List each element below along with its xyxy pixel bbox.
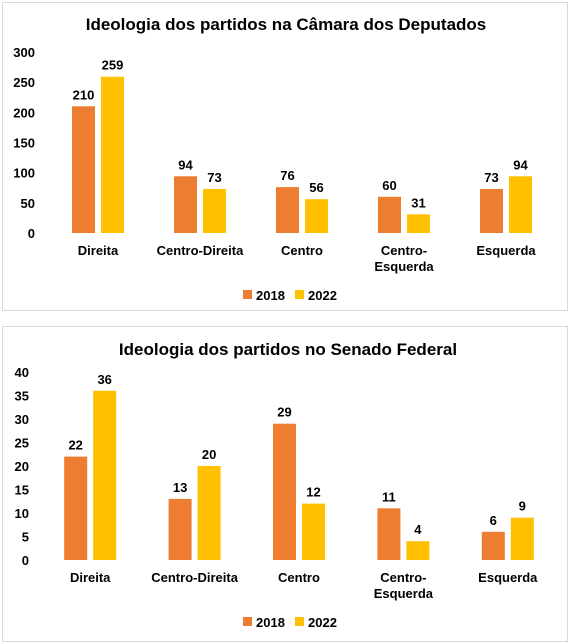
y-tick-label: 100 — [13, 166, 35, 181]
y-tick-label: 0 — [28, 226, 35, 241]
legend-label: 2018 — [256, 615, 285, 630]
legend-swatch-2018 — [243, 290, 252, 299]
data-label: 76 — [280, 168, 294, 183]
chart-camara: Ideologia dos partidos na Câmara dos Dep… — [2, 2, 568, 311]
data-label: 60 — [382, 178, 396, 193]
bar-2018 — [480, 188, 503, 233]
y-tick-label: 30 — [15, 412, 29, 427]
category-label: Centro — [281, 243, 323, 258]
bar-2018 — [276, 187, 299, 233]
legend-swatch-2022 — [295, 617, 304, 626]
legend-label: 2022 — [308, 288, 337, 303]
bar-2022 — [197, 466, 221, 560]
category-label: Centro-Direita — [157, 243, 244, 258]
bar-2018 — [168, 498, 192, 560]
data-label: 31 — [411, 195, 425, 210]
y-tick-label: 0 — [22, 553, 29, 568]
data-label: 20 — [202, 447, 216, 462]
y-tick-label: 35 — [15, 389, 29, 404]
category-label: Direita — [70, 570, 111, 585]
bar-2018 — [273, 423, 296, 560]
y-tick-label: 250 — [13, 75, 35, 90]
bar-2018 — [64, 456, 88, 560]
chart-camara-svg: Ideologia dos partidos na Câmara dos Dep… — [13, 15, 536, 303]
y-tick-label: 300 — [13, 45, 35, 60]
bar-2022 — [305, 199, 328, 233]
data-label: 13 — [173, 480, 187, 495]
y-tick-label: 15 — [15, 483, 29, 498]
y-tick-label: 50 — [21, 196, 35, 211]
y-tick-label: 40 — [15, 365, 29, 380]
data-label: 94 — [178, 157, 193, 172]
bar-2022 — [203, 188, 226, 233]
legend-label: 2018 — [256, 288, 285, 303]
category-label: Esquerda — [478, 570, 538, 585]
data-label: 6 — [490, 513, 497, 528]
category-label: Centro — [278, 570, 320, 585]
chart-title: Ideologia dos partidos na Câmara dos Dep… — [86, 15, 487, 34]
bar-2022 — [510, 517, 534, 560]
legend-label: 2022 — [308, 615, 337, 630]
chart-senado-svg: Ideologia dos partidos no Senado Federal… — [15, 340, 539, 630]
bar-2018 — [377, 508, 401, 560]
data-label: 36 — [97, 372, 111, 387]
bar-2018 — [174, 176, 197, 233]
bar-2022 — [509, 176, 532, 233]
y-tick-label: 10 — [15, 506, 29, 521]
bar-2022 — [101, 76, 124, 233]
legend-swatch-2022 — [295, 290, 304, 299]
category-label: Direita — [78, 243, 119, 258]
data-label: 9 — [519, 499, 526, 514]
category-label: Esquerda — [374, 586, 434, 601]
data-label: 29 — [277, 405, 291, 420]
data-label: 210 — [73, 87, 95, 102]
y-tick-label: 5 — [22, 530, 29, 545]
bar-2022 — [406, 541, 430, 560]
legend-swatch-2018 — [243, 617, 252, 626]
data-label: 11 — [382, 489, 396, 504]
data-label: 4 — [414, 522, 422, 537]
data-label: 12 — [306, 485, 320, 500]
category-label: Esquerda — [476, 243, 536, 258]
y-tick-label: 200 — [13, 105, 35, 120]
category-label: Centro- — [381, 243, 427, 258]
y-tick-label: 150 — [13, 136, 35, 151]
data-label: 73 — [207, 170, 221, 185]
bar-2018 — [481, 531, 505, 560]
data-label: 94 — [513, 157, 528, 172]
y-tick-label: 20 — [15, 459, 29, 474]
y-tick-label: 25 — [15, 436, 29, 451]
category-label: Centro-Direita — [151, 570, 238, 585]
chart-senado: Ideologia dos partidos no Senado Federal… — [2, 326, 568, 642]
category-label: Centro- — [380, 570, 426, 585]
bar-2018 — [72, 106, 95, 233]
data-label: 56 — [309, 180, 323, 195]
bar-2022 — [302, 503, 325, 560]
data-label: 73 — [484, 170, 498, 185]
category-label: Esquerda — [374, 259, 434, 274]
bar-2022 — [407, 214, 430, 233]
chart-title: Ideologia dos partidos no Senado Federal — [119, 340, 457, 359]
bar-2018 — [378, 196, 401, 233]
bar-2022 — [93, 390, 117, 560]
data-label: 22 — [68, 438, 82, 453]
data-label: 259 — [102, 58, 124, 73]
